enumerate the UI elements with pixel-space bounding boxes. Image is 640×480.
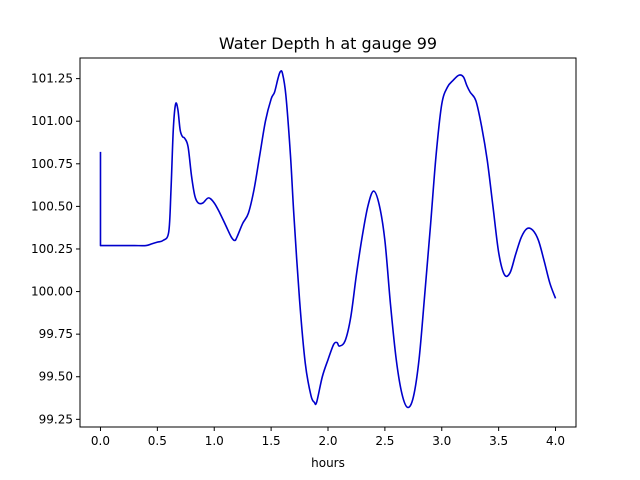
y-tick-label: 100.75: [31, 157, 73, 171]
x-tick-label: 1.0: [205, 434, 224, 448]
y-tick-label: 101.25: [31, 72, 73, 86]
x-tick-label: 0.5: [148, 434, 167, 448]
series-line: [99, 70, 557, 409]
x-axis-ticks: 0.0 0.5 1.0 1.5 2.0 2.5 3.0 3.5 4.0: [91, 427, 565, 448]
x-tick-label: 2.5: [375, 434, 394, 448]
y-axis-ticks: 99.25 99.50 99.75 100.00 100.25 100.50 100.75 1…: [31, 72, 80, 426]
y-tick-label: 99.50: [39, 370, 73, 384]
chart-title: Water Depth h at gauge 99: [219, 34, 437, 53]
x-tick-label: 0.0: [91, 434, 110, 448]
y-tick-label: 100.00: [31, 285, 73, 299]
y-tick-label: 99.25: [39, 412, 73, 426]
x-axis-label: hours: [311, 456, 345, 470]
y-tick-label: 99.75: [39, 327, 73, 341]
x-tick-label: 1.5: [262, 434, 281, 448]
series-layer: [99, 70, 557, 409]
x-tick-label: 3.5: [489, 434, 508, 448]
y-tick-label: 100.50: [31, 199, 73, 213]
plot-area: [80, 58, 576, 427]
y-tick-label: 101.00: [31, 114, 73, 128]
y-tick-label: 100.25: [31, 242, 73, 256]
x-tick-label: 2.0: [318, 434, 337, 448]
x-tick-label: 4.0: [546, 434, 565, 448]
plot-frame: [79, 57, 577, 428]
x-tick-label: 3.0: [432, 434, 451, 448]
